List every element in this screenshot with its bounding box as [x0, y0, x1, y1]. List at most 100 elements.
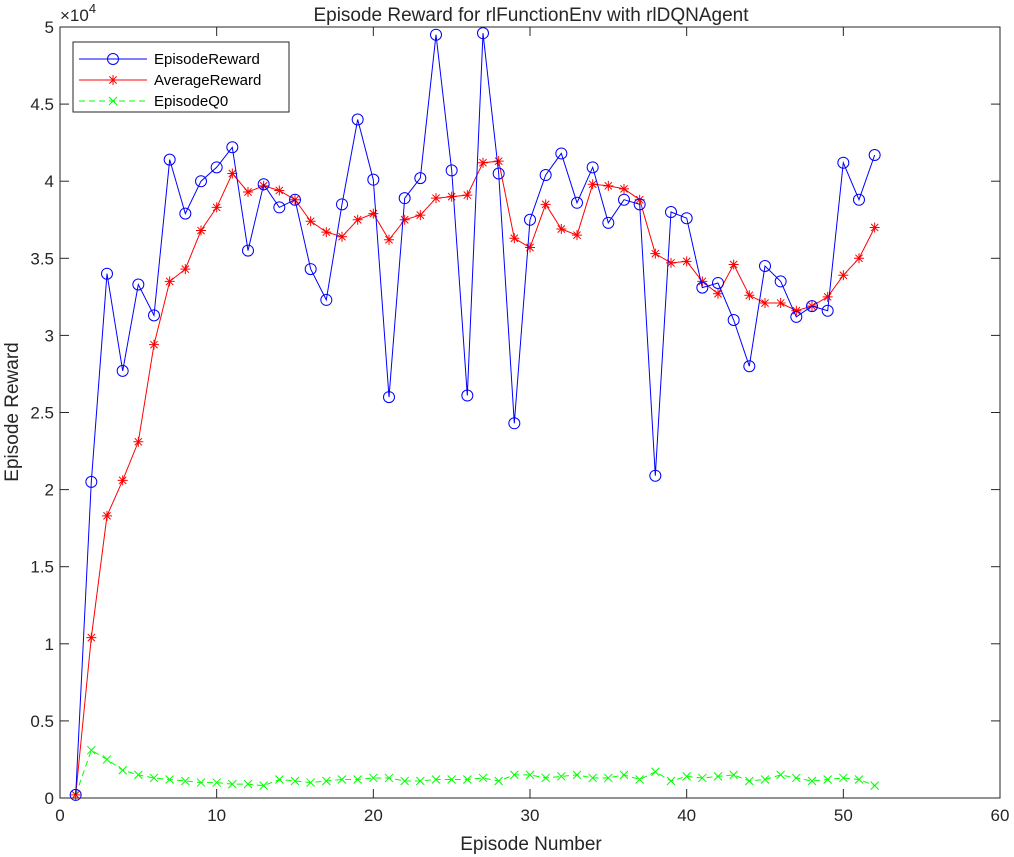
data-point-EpisodeQ0 [713, 772, 723, 781]
data-point-EpisodeReward [524, 213, 536, 226]
data-point-EpisodeReward [398, 192, 411, 205]
data-point-AverageReward [603, 180, 614, 191]
data-point-EpisodeReward [806, 300, 818, 313]
data-point-EpisodeReward [837, 156, 850, 169]
data-point-AverageReward [243, 186, 253, 197]
data-point-EpisodeQ0 [227, 779, 237, 789]
data-point-AverageReward [321, 227, 332, 238]
data-point-EpisodeReward [618, 193, 630, 206]
data-point-EpisodeQ0 [165, 775, 175, 784]
data-point-AverageReward [838, 270, 849, 281]
data-point-EpisodeReward [602, 216, 615, 229]
data-point-EpisodeQ0 [368, 773, 378, 783]
data-point-EpisodeReward [351, 113, 364, 126]
data-point-EpisodeReward [477, 27, 489, 40]
data-point-EpisodeQ0 [791, 773, 801, 783]
data-point-EpisodeQ0 [807, 776, 817, 786]
y-tick-label: 3 [45, 326, 54, 345]
data-point-AverageReward [462, 190, 473, 201]
data-point-EpisodeQ0 [447, 775, 457, 784]
data-point-AverageReward [744, 290, 755, 301]
data-point-EpisodeQ0 [259, 781, 269, 791]
data-point-EpisodeReward [712, 276, 724, 289]
data-point-AverageReward [149, 339, 159, 350]
data-point-EpisodeQ0 [384, 773, 394, 783]
data-point-EpisodeQ0 [776, 770, 786, 780]
data-point-EpisodeQ0 [572, 770, 582, 780]
data-point-EpisodeReward [195, 175, 207, 188]
data-point-EpisodeQ0 [619, 770, 629, 780]
data-point-AverageReward [164, 276, 175, 287]
data-point-AverageReward [619, 183, 629, 194]
data-point-AverageReward [368, 208, 379, 219]
data-point-EpisodeReward [320, 293, 333, 306]
data-point-EpisodeReward [759, 260, 771, 273]
data-point-EpisodeReward [743, 360, 756, 373]
data-point-EpisodeQ0 [666, 776, 676, 786]
data-point-AverageReward [86, 632, 97, 643]
data-point-AverageReward [728, 259, 739, 270]
data-point-AverageReward [634, 194, 645, 205]
data-point-EpisodeQ0 [321, 776, 331, 786]
y-tick-label: 1 [45, 635, 54, 654]
data-point-EpisodeReward [132, 278, 145, 291]
data-point-EpisodeQ0 [478, 773, 488, 783]
data-point-AverageReward [415, 210, 426, 221]
legend-marker-AverageReward [108, 75, 118, 85]
series-line-EpisodeReward [75, 33, 876, 795]
data-point-AverageReward [399, 214, 410, 225]
data-point-EpisodeReward [163, 153, 176, 166]
x-tick-label: 40 [677, 806, 696, 825]
data-point-AverageReward [70, 789, 81, 800]
data-point-EpisodeQ0 [838, 773, 848, 783]
y-tick-label: 4.5 [30, 95, 54, 114]
data-point-EpisodeReward [492, 167, 505, 180]
data-point-EpisodeQ0 [494, 776, 504, 786]
data-point-EpisodeQ0 [306, 778, 316, 787]
data-point-EpisodeReward [821, 304, 834, 317]
data-point-EpisodeReward [430, 28, 442, 41]
data-point-EpisodeReward [790, 310, 803, 323]
data-point-EpisodeQ0 [133, 770, 143, 780]
chart-title: Episode Reward for rlFunctionEnv with rl… [313, 5, 749, 26]
data-point-EpisodeQ0 [682, 772, 692, 781]
data-point-AverageReward [525, 242, 535, 253]
data-point-EpisodeReward [727, 313, 740, 326]
data-point-AverageReward [431, 193, 441, 204]
data-point-AverageReward [493, 156, 504, 167]
data-point-AverageReward [713, 288, 723, 299]
data-point-EpisodeQ0 [196, 778, 206, 787]
data-point-EpisodeReward [85, 475, 98, 488]
data-point-EpisodeQ0 [870, 781, 880, 791]
x-tick-label: 60 [991, 806, 1010, 825]
data-point-EpisodeQ0 [650, 767, 660, 777]
data-point-EpisodeQ0 [274, 775, 284, 784]
data-point-EpisodeReward [414, 172, 427, 185]
data-point-AverageReward [650, 248, 661, 259]
data-point-EpisodeReward [853, 193, 865, 206]
data-point-EpisodeReward [116, 364, 129, 377]
legend: EpisodeReward AverageReward EpisodeQ0 [72, 41, 290, 113]
data-point-EpisodeQ0 [86, 745, 96, 755]
data-point-EpisodeReward [586, 161, 599, 174]
y-tick-label: 2.5 [30, 404, 54, 423]
series-line-EpisodeQ0 [75, 749, 875, 796]
data-point-AverageReward [556, 224, 567, 235]
data-point-AverageReward [666, 257, 676, 268]
data-point-EpisodeReward [571, 196, 583, 209]
data-point-AverageReward [775, 298, 786, 309]
data-point-EpisodeQ0 [854, 775, 864, 784]
data-point-AverageReward [791, 305, 802, 316]
data-point-EpisodeQ0 [243, 779, 253, 789]
y-tick-label: 4 [45, 172, 54, 191]
data-point-AverageReward [196, 225, 206, 236]
data-point-EpisodeReward [680, 212, 693, 225]
legend-label-EpisodeReward: EpisodeReward [154, 51, 260, 68]
x-tick-label: 20 [364, 806, 383, 825]
data-point-EpisodeQ0 [603, 773, 613, 783]
data-point-EpisodeReward [461, 389, 474, 402]
data-point-EpisodeQ0 [400, 776, 410, 786]
data-point-EpisodeQ0 [290, 776, 300, 786]
y-tick-label: 0 [45, 789, 54, 808]
data-point-AverageReward [102, 510, 112, 521]
